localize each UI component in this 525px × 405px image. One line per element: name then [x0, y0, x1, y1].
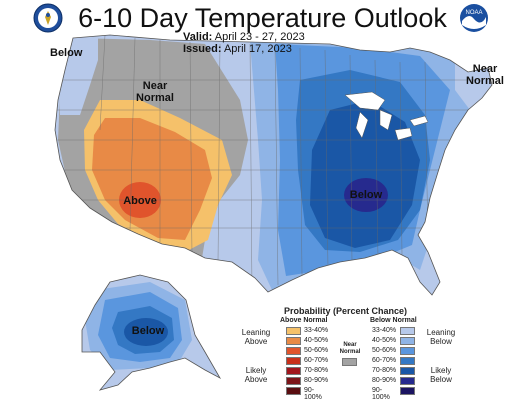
issued-value: April 17, 2023 — [223, 43, 292, 55]
label-below-alaska: Below — [131, 325, 165, 337]
legend-leaning-below: Leaning Below — [426, 328, 456, 346]
label-near-normal-ne: Near Normal — [466, 63, 504, 87]
legend-range-above-4: 60-70% — [304, 357, 329, 364]
label-below-east: Below — [349, 189, 383, 201]
alaska-outline — [81, 274, 222, 391]
legend-near-normal-label: Near Normal — [339, 342, 361, 355]
state-boundaries — [55, 35, 480, 291]
legend-swatch-below-50-60 — [400, 347, 415, 355]
region-below-70-80 — [310, 100, 420, 248]
noaa-logo-text: NOAA — [465, 10, 482, 16]
conus-outline — [54, 34, 493, 296]
legend-swatch-above-90-100 — [286, 387, 301, 395]
legend-swatch-above-60-70 — [286, 357, 301, 365]
legend-swatch-below-60-70 — [400, 357, 415, 365]
legend-range-below-1: 33-40% — [372, 327, 397, 334]
legend-range-above-7: 90-100% — [304, 387, 322, 401]
legend-swatch-above-40-50 — [286, 337, 301, 345]
legend-range-above-2: 40-50% — [304, 337, 329, 344]
legend-swatch-below-70-80 — [400, 367, 415, 375]
legend-range-above-5: 70-80% — [304, 367, 329, 374]
valid-label: Valid: — [183, 31, 213, 43]
legend-swatch-above-70-80 — [286, 367, 301, 375]
legend-range-above-6: 80-90% — [304, 377, 329, 384]
legend-swatch-above-33-40 — [286, 327, 301, 335]
legend-likely-below: Likely Below — [430, 366, 452, 384]
legend-swatch-above-80-90 — [286, 377, 301, 385]
legend-swatch-below-33-40 — [400, 327, 415, 335]
ak-below-70-80 — [124, 318, 168, 346]
legend-swatch-below-40-50 — [400, 337, 415, 345]
legend-likely-above: Likely Above — [244, 366, 268, 384]
legend-range-below-4: 60-70% — [372, 357, 397, 364]
issued-label: Issued: — [183, 43, 222, 55]
legend-swatch-near-normal — [342, 358, 357, 366]
legend-range-above-1: 33-40% — [304, 327, 329, 334]
legend-below-header: Below Normal — [370, 317, 417, 324]
valid-value: April 23 - 27, 2023 — [214, 31, 305, 43]
legend-title: Probability (Percent Chance) — [284, 306, 408, 316]
legend-swatch-below-90-100 — [400, 387, 415, 395]
valid-dates: Valid: April 23 - 27, 2023 — [183, 31, 305, 43]
label-near-normal-west: Near Normal — [136, 80, 174, 104]
legend-range-below-5: 70-80% — [372, 367, 397, 374]
legend-range-below-2: 40-50% — [372, 337, 397, 344]
region-above-40-50 — [92, 118, 212, 240]
commerce-seal-icon — [33, 3, 63, 33]
legend-range-below-7: 90-100% — [372, 387, 390, 401]
great-lakes — [344, 91, 429, 141]
issued-date: Issued: April 17, 2023 — [183, 43, 292, 55]
label-below-west: Below — [50, 47, 83, 59]
noaa-logo-icon: NOAA — [460, 4, 488, 32]
label-above: Above — [123, 195, 157, 207]
page-title: 6-10 Day Temperature Outlook — [78, 3, 447, 33]
legend-range-above-3: 50-60% — [304, 347, 329, 354]
legend-swatch-below-80-90 — [400, 377, 415, 385]
legend-above-header: Above Normal — [280, 317, 328, 324]
legend-range-below-3: 50-60% — [372, 347, 397, 354]
legend-leaning-above: Leaning Above — [241, 328, 271, 346]
legend-range-below-6: 80-90% — [372, 377, 397, 384]
probability-legend: Probability (Percent Chance) Above Norma… — [232, 300, 467, 401]
legend-swatch-above-50-60 — [286, 347, 301, 355]
